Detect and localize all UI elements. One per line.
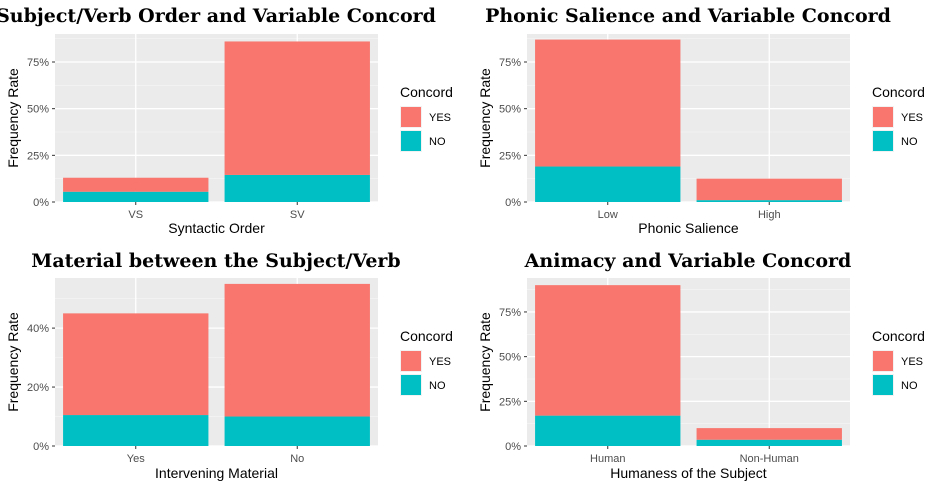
bar-no-vs xyxy=(63,191,209,202)
y-tick-label: 0% xyxy=(505,197,521,209)
legend-swatch-no xyxy=(401,131,421,151)
legend-label: NO xyxy=(429,136,446,148)
y-tick-label: 75% xyxy=(499,307,521,319)
y-tick-label: 0% xyxy=(505,441,521,453)
legend-title: Concord xyxy=(400,328,453,344)
bar-no-sv xyxy=(224,174,370,202)
y-tick-label: 50% xyxy=(499,104,521,116)
x-tick-label: SV xyxy=(290,209,305,221)
bar-yes-low xyxy=(535,39,681,167)
y-axis-title: Frequency Rate xyxy=(477,312,493,412)
y-tick-label: 0% xyxy=(33,197,49,209)
bar-no-high xyxy=(696,200,842,202)
bar-yes-vs xyxy=(63,177,209,192)
legend-title: Concord xyxy=(400,84,453,100)
y-tick-label: 50% xyxy=(499,352,521,364)
chart-title: Material between the Subject/Verb xyxy=(31,250,400,272)
bar-yes-no xyxy=(224,283,370,417)
x-axis-title: Syntactic Order xyxy=(168,220,265,236)
bar-no-low xyxy=(535,166,681,202)
legend-swatch-no xyxy=(873,131,893,151)
y-tick-label: 50% xyxy=(27,104,49,116)
x-axis-title: Humaness of the Subject xyxy=(610,465,767,481)
y-axis-title: Frequency Rate xyxy=(5,312,21,412)
y-tick-label: 75% xyxy=(499,57,521,69)
legend-label: YES xyxy=(901,112,923,124)
x-tick-label: Non-Human xyxy=(740,453,799,465)
x-axis-title: Phonic Salience xyxy=(638,220,739,236)
chart-title: Subject/Verb Order and Variable Concord xyxy=(0,5,436,27)
bar-no-yes xyxy=(63,415,209,446)
chart-panel-2: Phonic Salience and Variable Concord 0% 25… xyxy=(477,5,925,236)
y-tick-label: 40% xyxy=(27,323,49,335)
legend-swatch-no xyxy=(401,375,421,395)
y-tick-label: 25% xyxy=(27,150,49,162)
y-tick-label: 75% xyxy=(27,57,49,69)
y-axis-title: Frequency Rate xyxy=(5,68,21,168)
bar-yes-human xyxy=(535,285,681,416)
chart-title: Animacy and Variable Concord xyxy=(524,250,852,272)
x-tick-label: Human xyxy=(590,453,625,465)
legend: Concord YES NO xyxy=(400,84,453,152)
legend-label: NO xyxy=(901,136,918,148)
chart-panel-3: Material between the Subject/Verb 0% 20% 40… xyxy=(5,250,453,481)
legend-label: NO xyxy=(429,380,446,392)
legend: Concord YES NO xyxy=(872,84,925,152)
bar-no-no xyxy=(224,416,370,446)
bar-yes-yes xyxy=(63,313,209,416)
x-tick-label: Yes xyxy=(127,453,145,465)
legend-swatch-yes xyxy=(873,107,893,127)
legend-swatch-yes xyxy=(401,107,421,127)
x-tick-label: No xyxy=(290,453,304,465)
y-axis-title: Frequency Rate xyxy=(477,68,493,168)
legend-label: YES xyxy=(429,112,451,124)
chart-panel-1: Subject/Verb Order and Variable Concord 0… xyxy=(0,5,453,236)
chart-title: Phonic Salience and Variable Concord xyxy=(485,5,891,27)
x-tick-label: High xyxy=(758,209,781,221)
legend-title: Concord xyxy=(872,328,925,344)
bar-yes-non-human xyxy=(696,428,842,440)
legend-label: YES xyxy=(429,356,451,368)
legend-label: YES xyxy=(901,356,923,368)
bar-no-non-human xyxy=(696,439,842,446)
y-tick-label: 20% xyxy=(27,382,49,394)
legend-title: Concord xyxy=(872,84,925,100)
x-axis-title: Intervening Material xyxy=(155,465,278,481)
legend-swatch-yes xyxy=(873,351,893,371)
y-tick-label: 25% xyxy=(499,396,521,408)
legend-swatch-no xyxy=(873,375,893,395)
legend: Concord YES NO xyxy=(872,328,925,396)
bar-yes-high xyxy=(696,178,842,201)
x-tick-label: Low xyxy=(598,209,618,221)
y-tick-label: 0% xyxy=(33,441,49,453)
bar-no-human xyxy=(535,415,681,446)
legend-swatch-yes xyxy=(401,351,421,371)
y-tick-label: 25% xyxy=(499,150,521,162)
x-tick-label: VS xyxy=(128,209,143,221)
legend: Concord YES NO xyxy=(400,328,453,396)
legend-label: NO xyxy=(901,380,918,392)
chart-panel-4: Animacy and Variable Concord 0% 25% 50% 75% H… xyxy=(477,250,925,481)
bar-yes-sv xyxy=(224,41,370,175)
